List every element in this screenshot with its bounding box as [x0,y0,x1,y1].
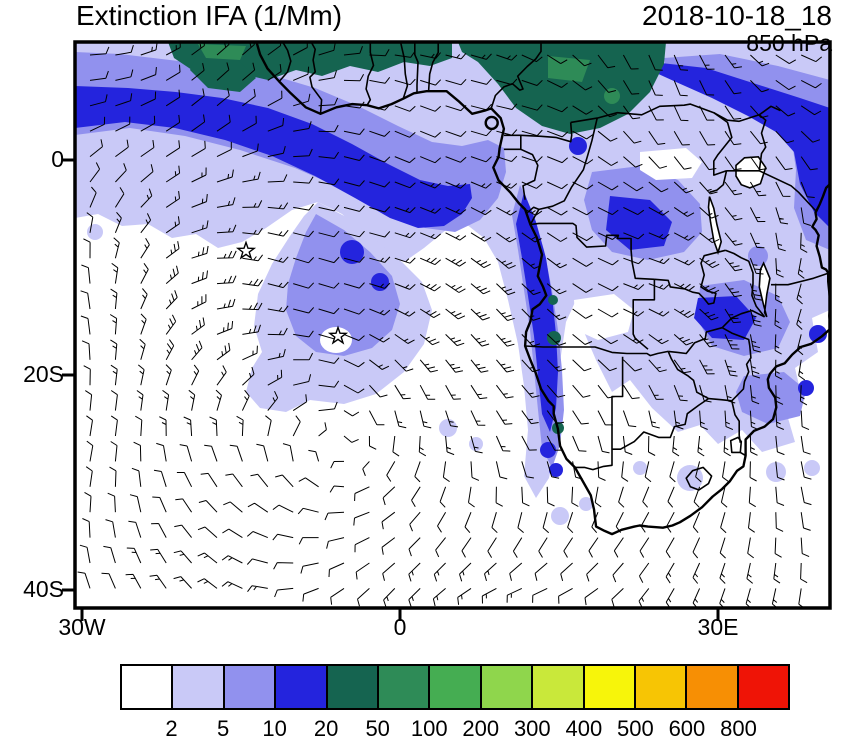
colorbar-tick-label: 300 [513,716,551,741]
colorbar-cell-12 [738,666,789,708]
x-axis-tick-label-0: 0 [393,614,407,640]
colorbar-cell-2 [224,666,277,708]
colorbar-tick-label: 600 [668,716,706,741]
x-axis-tick-label-30w: 30W [58,614,106,640]
colorbar-cell-1 [173,666,225,708]
colorbar-tick-label: 400 [565,716,603,741]
colorbar-cell-5 [378,666,431,708]
pressure-level-label: 850 hPa [746,30,832,56]
colorbar-tick-label: 500 [617,716,654,741]
y-axis-tick-label-40s: 40S [23,576,64,602]
plot-title: Extinction IFA (1/Mm) [76,0,343,31]
star-marker-ascension [235,240,257,260]
bioko-island-outline [484,115,499,131]
colorbar-cell-4 [327,666,379,708]
station-markers [235,240,349,345]
wind-barbs [77,42,823,608]
colorbar-tick-label: 200 [462,716,500,741]
colorbar-tick-label: 20 [313,716,339,741]
x-axis-tick-label-30e: 30E [697,614,739,640]
y-axis-tick-label-20s: 20S [23,361,64,387]
colorbar-tick-label: 100 [410,716,448,741]
colorbar-tick-label: 5 [216,716,230,741]
colorbar-cell-8 [533,666,585,708]
colorbar-tick-label: 50 [365,716,390,741]
colorbar-tick-label: 10 [262,716,287,741]
datetime-label: 2018-10-18_18 [642,0,832,31]
colorbar-tick-label: 800 [720,716,757,741]
map-frame [73,40,832,610]
colorbar-cell-10 [635,666,688,708]
y-axis-tick-label-0: 0 [51,146,64,172]
colorbar-tick-label: 2 [165,716,178,741]
colorbar-cell-9 [584,666,636,708]
star-marker-sthelena [327,325,349,345]
colorbar-cell-0 [122,666,174,708]
colorbar-cell-6 [430,666,482,708]
lakes [707,155,771,318]
extinction-field [75,42,830,525]
colorbar [120,664,790,710]
colorbar-cell-3 [276,666,328,708]
colorbar-cell-7 [481,666,534,708]
axis-ticks [62,158,720,621]
colorbar-cell-11 [687,666,739,708]
